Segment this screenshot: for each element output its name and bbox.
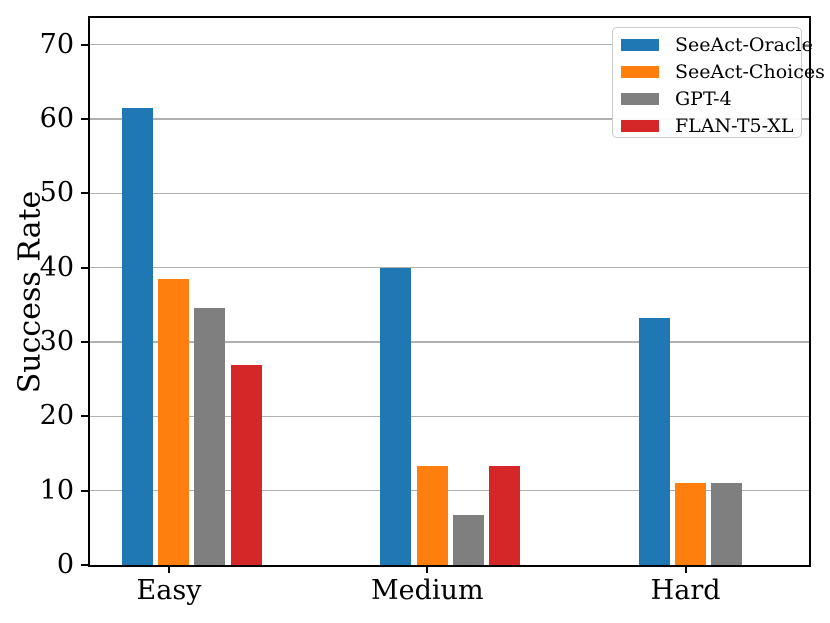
legend-swatch-flan-t5-xl (621, 119, 659, 132)
bar-seeact-choices-medium (416, 466, 448, 565)
bar-seeact-oracle-medium (380, 267, 412, 565)
y-tick-30 (81, 341, 88, 344)
y-tick-label-50: 50 (39, 177, 74, 209)
x-tick-label-medium: Medium (371, 575, 484, 606)
x-tick-medium (426, 566, 429, 573)
bar-seeact-oracle-hard (638, 317, 670, 565)
legend-row-seeact-choices: SeeAct-Choices (613, 58, 825, 85)
bar-flan-t5-xl-medium (488, 466, 520, 565)
y-gridline-70 (90, 44, 809, 46)
y-tick-50 (81, 192, 88, 195)
bar-flan-t5-xl-easy (230, 365, 262, 565)
y-gridline-30 (90, 341, 809, 343)
x-tick-easy (168, 566, 170, 573)
y-tick-label-30: 30 (39, 326, 74, 358)
x-tick-hard (684, 566, 687, 573)
bar-gpt-4-easy (194, 307, 226, 565)
legend: SeeAct-Oracle SeeAct-Choices GPT-4 FLAN-T5-… (612, 27, 825, 139)
legend-label-seeact-oracle: SeeAct-Oracle (675, 33, 813, 56)
x-tick-label-hard: Hard (650, 575, 721, 606)
legend-label-seeact-choices: SeeAct-Choices (675, 60, 825, 83)
bar-seeact-choices-easy (158, 278, 190, 565)
legend-row-gpt-4: GPT-4 (613, 85, 801, 112)
legend-label-flan-t5-xl: FLAN-T5-XL (675, 114, 794, 137)
y-gridline-60 (90, 118, 809, 120)
y-tick-0 (81, 564, 88, 566)
bar-gpt-4-medium (452, 515, 484, 565)
legend-row-flan-t5-xl: FLAN-T5-XL (613, 112, 801, 139)
y-tick-label-70: 70 (39, 28, 74, 60)
y-gridline-20 (90, 415, 809, 417)
x-tick-label-easy: Easy (136, 575, 202, 606)
y-tick-label-0: 0 (56, 549, 74, 580)
legend-swatch-gpt-4 (621, 92, 659, 105)
bar-gpt-4-hard (711, 482, 742, 565)
y-tick-40 (81, 266, 88, 269)
y-tick-label-60: 60 (39, 103, 74, 135)
bar-seeact-choices-hard (674, 482, 706, 565)
y-tick-label-40: 40 (39, 251, 74, 283)
legend-swatch-seeact-oracle (621, 38, 659, 51)
y-tick-10 (81, 489, 88, 492)
bar-seeact-oracle-easy (122, 107, 153, 565)
plot-area (88, 16, 811, 567)
y-axis-title: Success Rate (12, 190, 48, 394)
legend-label-gpt-4: GPT-4 (675, 87, 732, 110)
y-tick-label-10: 10 (39, 474, 74, 506)
y-gridline-40 (90, 267, 809, 269)
legend-swatch-seeact-choices (621, 65, 659, 78)
y-gridline-10 (90, 490, 809, 492)
y-tick-label-20: 20 (39, 400, 74, 432)
y-tick-60 (81, 118, 88, 121)
legend-row-seeact-oracle: SeeAct-Oracle (613, 31, 813, 58)
y-tick-70 (81, 43, 88, 46)
y-tick-20 (81, 415, 88, 418)
y-gridline-50 (90, 192, 809, 194)
